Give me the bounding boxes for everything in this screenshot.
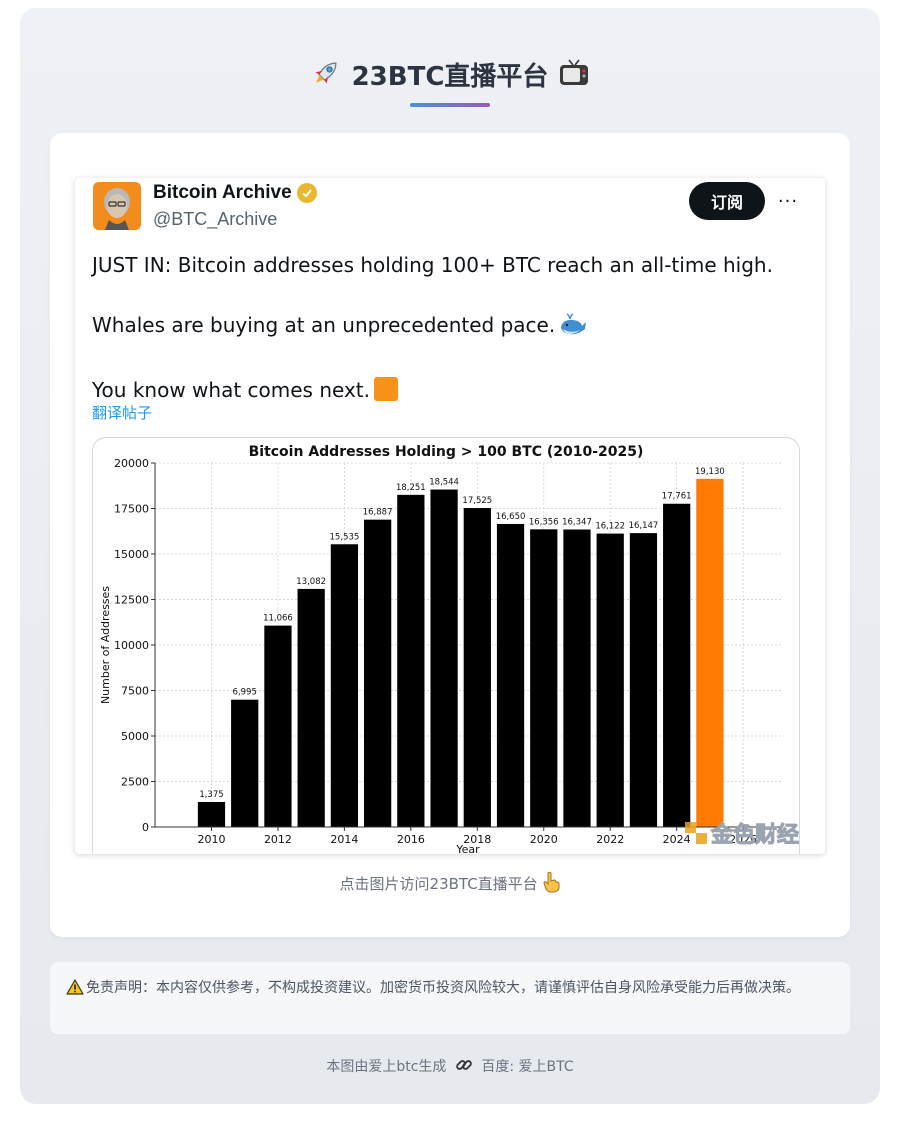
x-tick-label: 2016 [397, 833, 425, 846]
tweet-body: JUST IN: Bitcoin addresses holding 100+ … [92, 250, 802, 405]
footer-text: 本图由爱上btc生成 [326, 1059, 447, 1075]
watermark-logo [685, 822, 707, 844]
y-tick-label: 17500 [114, 503, 149, 516]
x-tick-label: 2020 [530, 833, 558, 846]
image-caption[interactable]: 点击图片访问23BTC直播平台 [50, 871, 850, 897]
x-tick-label: 2022 [596, 833, 624, 846]
tweet-screenshot[interactable]: Bitcoin Archive @BTC_Archive 订阅 ··· JUST… [75, 178, 825, 854]
watermark-mark [696, 833, 707, 844]
tweet-paragraph: Whales are buying at an unprecedented pa… [92, 310, 802, 345]
bar-2011 [231, 699, 259, 827]
y-tick-label: 7500 [121, 685, 149, 698]
watermark-mark [685, 822, 696, 833]
bar-value-label: 1,375 [199, 790, 223, 800]
link-icon [455, 1056, 473, 1078]
tweet-paragraph: JUST IN: Bitcoin addresses holding 100+ … [92, 253, 773, 277]
footer: 本图由爱上btc生成 百度: 爱上BTC [20, 1056, 880, 1078]
author-display-name[interactable]: Bitcoin Archive [153, 182, 292, 203]
bar-2020 [530, 529, 558, 827]
bar-2025 [696, 478, 724, 827]
rocket-icon [310, 57, 342, 93]
bar-value-label: 16,122 [595, 522, 625, 532]
bar-value-label: 17,525 [462, 496, 492, 506]
bar-2014 [330, 544, 359, 827]
bar-value-label: 18,544 [429, 477, 459, 487]
avatar[interactable] [93, 182, 141, 230]
bar-2010 [197, 801, 226, 827]
pointing-hand-icon [542, 871, 560, 897]
bar-2015 [364, 519, 392, 827]
title-underline [410, 103, 490, 107]
bar-value-label: 19,130 [695, 467, 725, 477]
page-title-row: 23BTC直播平台 [310, 56, 591, 93]
bar-value-label: 11,066 [263, 614, 293, 624]
y-tick-label: 20000 [114, 457, 149, 470]
chart-title: Bitcoin Addresses Holding > 100 BTC (201… [249, 444, 644, 460]
verified-badge-icon [296, 183, 317, 203]
bar-2017 [430, 489, 458, 827]
y-axis-label: Number of Addresses [99, 586, 112, 704]
page-header: 23BTC直播平台 [20, 56, 880, 107]
author-name-row: Bitcoin Archive [153, 182, 317, 204]
orange-square-icon [374, 377, 398, 401]
y-tick-label: 12500 [114, 594, 149, 607]
tweet-paragraph: You know what comes next. [92, 375, 802, 405]
x-tick-label: 2010 [197, 833, 225, 846]
bar-2012 [264, 625, 292, 827]
x-tick-label: 2026 [729, 833, 757, 846]
bar-value-label: 6,995 [233, 688, 257, 698]
warning-icon [66, 979, 84, 1002]
disclaimer-box: 免责声明：本内容仅供参考，不构成投资建议。加密货币投资风险较大，请谨慎评估自身风… [50, 962, 850, 1034]
bar-value-label: 16,887 [363, 508, 393, 518]
bar-value-label: 16,650 [496, 512, 526, 522]
bar-chart: Bitcoin Addresses Holding > 100 BTC (201… [99, 444, 799, 854]
bar-value-label: 17,761 [662, 492, 692, 502]
bar-value-label: 15,535 [330, 532, 360, 542]
bar-value-label: 18,251 [396, 483, 426, 493]
bar-value-label: 16,347 [562, 517, 592, 527]
page-title: 23BTC直播平台 [351, 62, 549, 92]
x-axis-label: Year [455, 843, 480, 854]
footer-source: 百度: 爱上BTC [481, 1059, 574, 1075]
disclaimer-text: 免责声明：本内容仅供参考，不构成投资建议。加密货币投资风险较大，请谨慎评估自身风… [66, 978, 834, 1002]
tv-icon [558, 58, 590, 92]
watermark-text: 金色财经 [710, 822, 799, 848]
y-tick-label: 10000 [114, 639, 149, 652]
bar-2022 [596, 533, 624, 827]
more-options-button[interactable]: ··· [777, 190, 799, 212]
bar-2018 [463, 508, 491, 827]
x-tick-label: 2012 [264, 833, 292, 846]
whale-icon [559, 313, 587, 345]
page-frame: 23BTC直播平台 [20, 8, 880, 1104]
bar-2021 [563, 529, 591, 827]
bar-2023 [629, 533, 658, 827]
x-tick-label: 2014 [330, 833, 358, 846]
author-handle[interactable]: @BTC_Archive [153, 209, 278, 229]
bar-2013 [297, 588, 325, 827]
content-card: Bitcoin Archive @BTC_Archive 订阅 ··· JUST… [50, 133, 850, 937]
y-tick-label: 5000 [121, 730, 149, 743]
bar-value-label: 13,082 [296, 577, 326, 587]
bar-2016 [397, 494, 425, 827]
bar-2019 [496, 523, 525, 827]
subscribe-button[interactable]: 订阅 [689, 182, 765, 220]
bar-value-label: 16,147 [629, 521, 659, 531]
y-tick-label: 15000 [114, 548, 149, 561]
bar-2024 [663, 503, 691, 827]
y-tick-label: 0 [142, 821, 149, 834]
x-tick-label: 2018 [463, 833, 491, 846]
x-tick-label: 2024 [663, 833, 691, 846]
chart-image[interactable]: Bitcoin Addresses Holding > 100 BTC (201… [92, 437, 800, 854]
bar-value-label: 16,356 [529, 517, 559, 527]
translate-post-link[interactable]: 翻译帖子 [92, 404, 153, 422]
y-tick-label: 2500 [121, 776, 149, 789]
